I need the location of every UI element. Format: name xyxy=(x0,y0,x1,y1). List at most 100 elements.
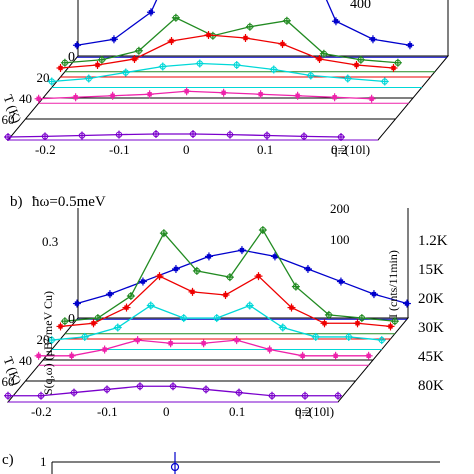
panel-a-data-point xyxy=(134,46,143,55)
panel-a-data-point xyxy=(278,40,287,48)
panel-b-data-point xyxy=(100,345,109,354)
panel-b-data-point xyxy=(126,292,135,301)
point-marker-filled xyxy=(147,92,152,97)
panel-a-right-tick: 400 xyxy=(350,0,371,12)
panel-a-data-point xyxy=(293,91,302,100)
panel-b-data-point xyxy=(37,391,45,400)
point-marker-open xyxy=(279,324,286,331)
panel-a-data-point xyxy=(47,77,56,86)
point-marker-filled xyxy=(36,353,41,359)
point-marker-open xyxy=(48,336,55,344)
panel-b-t-tick-label: 20 xyxy=(37,332,50,347)
panel-b-data-point xyxy=(390,317,399,326)
point-marker-open xyxy=(127,292,135,300)
point-marker-filled xyxy=(300,353,305,359)
point-marker-filled xyxy=(110,93,115,98)
panel-b-t-tick-label: 60 xyxy=(2,374,15,389)
point-marker-open xyxy=(189,130,197,138)
panel-a-data-point xyxy=(115,130,123,139)
point-marker-open xyxy=(172,14,180,21)
panel-b-data-point xyxy=(377,336,386,345)
panel-b-data-point xyxy=(364,351,373,360)
panel-a-fit-line-2 xyxy=(60,34,394,69)
point-marker-filled xyxy=(107,291,113,297)
panel-a-data-point xyxy=(204,31,213,39)
panel-b-data-point xyxy=(303,264,312,273)
point-marker-filled xyxy=(388,324,393,329)
point-marker-filled xyxy=(201,341,206,346)
point-marker-filled xyxy=(332,95,337,100)
panel-a-data-point xyxy=(4,133,12,141)
point-marker-open xyxy=(213,314,220,322)
panel-a-data-point xyxy=(367,94,376,103)
point-marker-filled xyxy=(206,254,212,259)
panel-a-t-tick-label: 20 xyxy=(37,70,50,85)
panel-a-floor-grid xyxy=(6,0,450,141)
point-marker-open xyxy=(292,283,300,290)
point-marker-filled xyxy=(157,273,162,279)
panel-b-data-point xyxy=(221,291,230,299)
panel-b-data-point xyxy=(386,322,395,331)
panel-a-data-point xyxy=(152,130,160,138)
panel-b-data-point xyxy=(56,322,65,331)
point-marker-filled xyxy=(354,62,359,68)
point-marker-open xyxy=(159,63,166,70)
panel-a-data-point xyxy=(282,16,291,25)
point-marker-open xyxy=(320,50,328,57)
panel-b-data-point xyxy=(237,246,246,255)
point-marker-filled xyxy=(322,321,327,326)
point-marker-open xyxy=(259,226,267,234)
panel-a-data-point xyxy=(343,74,352,83)
panel-b-data-point xyxy=(146,301,155,310)
panel-c-point xyxy=(170,462,180,472)
point-marker-filled xyxy=(295,93,300,98)
point-marker-filled xyxy=(148,10,154,15)
point-marker-open xyxy=(169,383,177,390)
point-marker-filled xyxy=(256,273,261,279)
point-marker-filled xyxy=(73,95,78,100)
legend-item-20k: 20K xyxy=(418,291,444,307)
point-marker-open xyxy=(344,75,351,82)
panel-b-right-tick-100: 100 xyxy=(330,232,350,247)
panel-a-data-point xyxy=(71,93,80,102)
point-marker-filled xyxy=(239,247,245,253)
panel-b-right-axis-label: I (cnts/11min) xyxy=(386,250,400,318)
point-marker-filled xyxy=(267,347,272,352)
panel-a-data-point xyxy=(41,132,49,141)
point-marker-filled xyxy=(74,301,80,306)
panel-b-data-point xyxy=(72,299,81,308)
point-marker-filled xyxy=(69,353,74,359)
legend-item-15k: 15K xyxy=(418,262,444,278)
point-marker-filled xyxy=(58,324,63,329)
point-marker-open xyxy=(70,389,78,396)
panel-b-data-point xyxy=(334,391,342,400)
panel-a-fit-line-3 xyxy=(51,62,385,83)
point-marker-open xyxy=(193,267,201,275)
panel-a-data-point xyxy=(226,130,234,139)
point-marker-filled xyxy=(221,90,226,95)
point-marker-filled xyxy=(223,292,228,298)
panel-a-data-point xyxy=(121,68,130,77)
legend-item-45k: 45K xyxy=(418,349,444,365)
point-marker-open xyxy=(263,132,271,139)
point-marker-open xyxy=(135,47,143,54)
panel-a-data-point xyxy=(219,88,228,97)
point-marker-filled xyxy=(404,301,410,306)
point-marker-filled xyxy=(74,43,80,48)
panel-a-data-point xyxy=(319,49,328,58)
panel-b-y-axis-label: S(q,ω) (μB²/meV Cu) xyxy=(41,291,55,395)
panel-b-data-point xyxy=(402,299,411,308)
panel-a-data-point xyxy=(245,22,254,31)
panel-b-title: ħω=0.5meV xyxy=(32,194,106,210)
panel-a-origin-zero: 0 xyxy=(68,50,75,65)
point-marker-open xyxy=(103,386,111,393)
panel-b-data-point xyxy=(113,323,122,332)
point-marker-filled xyxy=(243,35,248,41)
point-marker-open xyxy=(48,78,55,85)
panel-a-data-point xyxy=(109,35,118,44)
panel-a-data-point xyxy=(158,62,167,71)
panel-b-data-point xyxy=(122,303,131,312)
point-marker-filled xyxy=(333,19,339,24)
panel-a-q-tick-label: 0.2 xyxy=(331,142,347,157)
legend-item-1-2k: 1.2K xyxy=(418,233,448,249)
